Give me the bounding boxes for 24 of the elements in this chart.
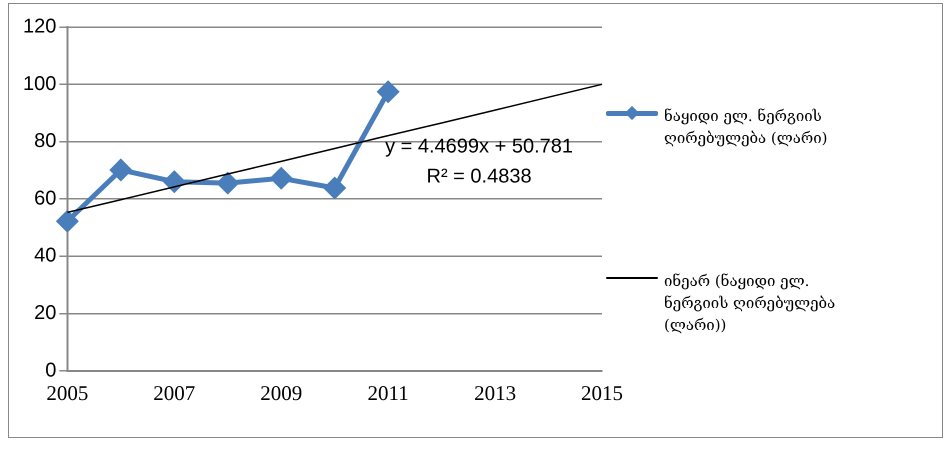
point	[56, 210, 78, 232]
x-tick-label: 2015	[581, 380, 623, 405]
y-tick-label: 40	[34, 244, 56, 267]
x-tick-label: 2013	[474, 380, 516, 405]
y-tick-label: 100	[22, 72, 56, 95]
x-tick-label: 2011	[368, 380, 409, 405]
y-tick-label: 60	[34, 187, 56, 210]
point	[164, 171, 185, 192]
point	[378, 81, 399, 102]
point	[217, 172, 238, 194]
x-tick-label: 2009	[260, 380, 302, 405]
y-tick-label: 20	[34, 302, 56, 324]
annotation: y = 4.4699x + 50.781	[385, 136, 574, 158]
x-tick-label: 2007	[153, 380, 196, 405]
y-tick-label: 0	[45, 359, 56, 382]
legend-label: ნაყიდი ელ. ნერგიის ღირებულება (ლარი)	[664, 106, 828, 149]
annotation: R² = 0.4838	[426, 166, 532, 188]
legend-label: ინეარ (ნაყიდი ელ. ნერგიის ღირებულება (ლარი))	[664, 271, 836, 336]
y-tick-label: 120	[22, 16, 56, 38]
point	[324, 178, 346, 199]
y-tick-label: 80	[34, 130, 56, 152]
point	[270, 168, 292, 189]
point	[110, 159, 132, 180]
x-tick-label: 2005	[46, 380, 88, 405]
